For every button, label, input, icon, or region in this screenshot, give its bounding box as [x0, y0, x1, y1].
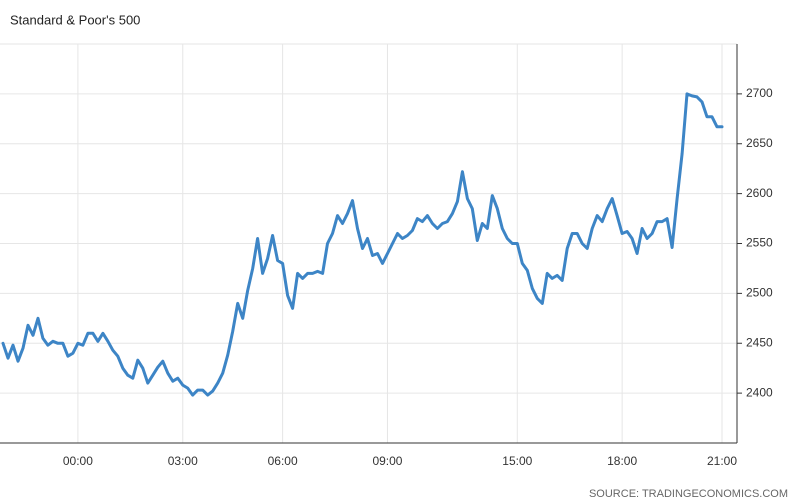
x-tick-label: 09:00 [372, 454, 402, 468]
x-tick-label: 03:00 [168, 454, 198, 468]
y-tick-label: 2550 [746, 236, 773, 250]
x-tick-label: 00:00 [63, 454, 93, 468]
y-tick-label: 2450 [746, 335, 773, 349]
y-tick-label: 2500 [746, 286, 773, 300]
chart-title: Standard & Poor's 500 [10, 12, 140, 27]
x-tick-label: 06:00 [268, 454, 298, 468]
y-tick-label: 2600 [746, 186, 773, 200]
x-tick-label: 18:00 [607, 454, 637, 468]
source: SOURCE: TRADINGECONOMICS.COM [589, 488, 788, 500]
y-tick-label: 2400 [746, 385, 773, 399]
y-tick-label: 2650 [746, 136, 773, 150]
y-tick-label: 2700 [746, 86, 773, 100]
x-tick-label: 21:00 [707, 454, 737, 468]
line-series [1, 92, 724, 397]
x-tick-label: 15:00 [502, 454, 532, 468]
